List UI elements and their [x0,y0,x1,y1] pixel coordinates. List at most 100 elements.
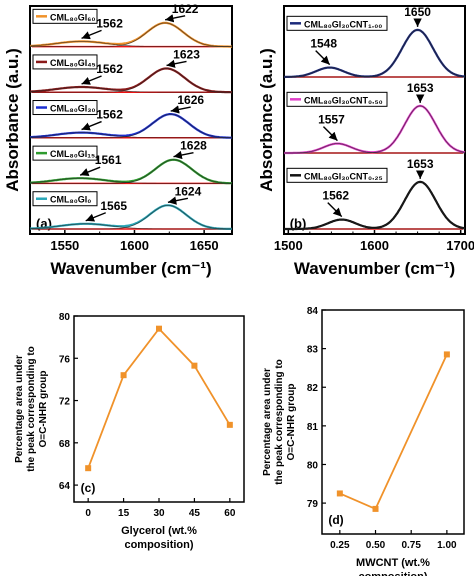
panel-letter: (d) [328,513,343,527]
y-tick-label: 83 [307,345,319,356]
panel-d: 0.25 0.50 0.75 1.00 79 80 81 82 83 84 MWCNT (wt.% c… [262,306,465,576]
data-point [226,421,233,428]
y-axis-label: O=C-NHR group [38,371,49,448]
x-tick-label: 1600 [120,238,149,253]
component-peak [30,159,233,184]
y-axis-label: O=C-NHR group [286,384,297,461]
x-tick-label: 1600 [360,238,389,253]
peak-arrow [81,29,102,40]
peak-label: 1624 [175,184,202,198]
peak-label: 1626 [177,93,204,107]
x-tick-label: 30 [153,508,165,519]
component-peak [29,41,232,47]
y-tick-label: 76 [59,354,71,365]
legend-label: CML₈₀Gl₆₀ [50,12,95,22]
panel-letter: (c) [81,481,96,495]
data-line [87,327,231,469]
data-point [191,362,198,369]
y-axis-label: the peak corresponding to [274,359,285,485]
data-point [443,351,450,358]
data-point [156,325,162,332]
peak-arrow [85,212,106,222]
component-peak [284,105,466,154]
component-peak [284,181,466,230]
x-axis-label: MWCNT (wt.% [356,557,430,569]
peak-arrow [79,166,101,176]
x-tick-label: 0.50 [366,540,386,551]
data-point [336,490,343,497]
peak-label: 1562 [96,62,123,76]
y-axis-label: Absorbance (a.u.) [3,48,22,192]
legend-box [32,145,98,161]
peak-arrow [315,50,331,66]
peak-label: 1653 [407,81,434,95]
component-peak [30,113,232,139]
data-point [120,372,127,379]
y-tick-label: 79 [307,499,319,510]
x-tick-label: 15 [118,508,130,519]
component-peak [30,68,232,93]
x-tick-label: 45 [189,508,201,519]
x-axis-label: Wavenumber (cm⁻¹) [50,259,211,278]
peak-label: 1623 [173,47,200,61]
peak-arrow [322,126,338,142]
x-tick-label: 60 [224,508,236,519]
component-peak [29,86,232,93]
y-axis-label: Absorbance (a.u.) [257,48,276,192]
legend-box [286,167,388,183]
x-tick-label: 1.00 [437,540,457,551]
peak-arrow [170,105,191,114]
legend-box [286,15,388,31]
peak-arrow [81,75,102,85]
y-tick-label: 72 [59,397,71,408]
x-axis-label: Wavenumber (cm⁻¹) [294,259,455,278]
peak-arrow [173,150,194,160]
x-axis-label-line2: composition) [124,539,193,551]
panel-b: 1500 1600 1700 Wavenumber (cm⁻¹) Absorbance … [257,5,474,278]
legend-label: CML₈₀Gl₃₀CNT₀.₅₀ [304,95,383,105]
legend-label: CML₈₀Gl₀ [50,195,91,205]
x-tick-label: 1650 [190,238,219,253]
peak-label: 1557 [318,113,345,127]
legend-label: CML₈₀Gl₃₀ [50,104,95,114]
y-tick-label: 82 [307,383,319,394]
x-axis-label-line2: composition) [358,571,427,576]
x-tick-label: 1500 [274,238,303,253]
x-tick-label: 0.25 [330,540,350,551]
y-tick-label: 68 [59,439,71,450]
y-axis-label: Percentage area under [14,355,25,463]
legend-box [286,91,388,107]
component-peak [284,67,465,78]
peak-arrow [327,202,343,218]
peak-label: 1561 [95,153,122,167]
x-tick-label: 0.75 [401,540,421,551]
peak-label: 1548 [310,37,337,51]
peak-label: 1562 [96,16,123,30]
legend-label: CML₈₀Gl₃₀CNT₁.₀₀ [304,19,382,29]
peak-label: 1565 [100,199,127,213]
component-peak [284,29,466,78]
x-axis-label: Glycerol (wt.% [121,525,197,537]
peak-arrow [166,59,187,68]
plot-frame [321,309,465,535]
component-peak [29,132,232,139]
panel-letter: (b) [290,216,307,231]
peak-arrow [167,196,189,205]
data-point [372,505,379,512]
data-line [339,354,448,511]
panel-a: 1550 1600 1650 Wavenumber (cm⁻¹) Absorbance … [3,2,233,278]
legend-label: CML₈₀Gl₁₅ [50,149,95,159]
y-tick-label: 81 [307,422,319,433]
y-tick-label: 80 [307,460,319,471]
peak-label: 1562 [96,108,123,122]
plot-frame [73,315,245,503]
peak-label: 1628 [180,139,207,153]
peak-label: 1650 [404,5,431,19]
component-peak [30,204,233,230]
y-axis-label: Percentage area under [262,368,273,476]
data-point [85,465,92,472]
component-peak [29,177,232,184]
y-tick-label: 84 [307,306,319,317]
plot-frame [29,5,233,235]
